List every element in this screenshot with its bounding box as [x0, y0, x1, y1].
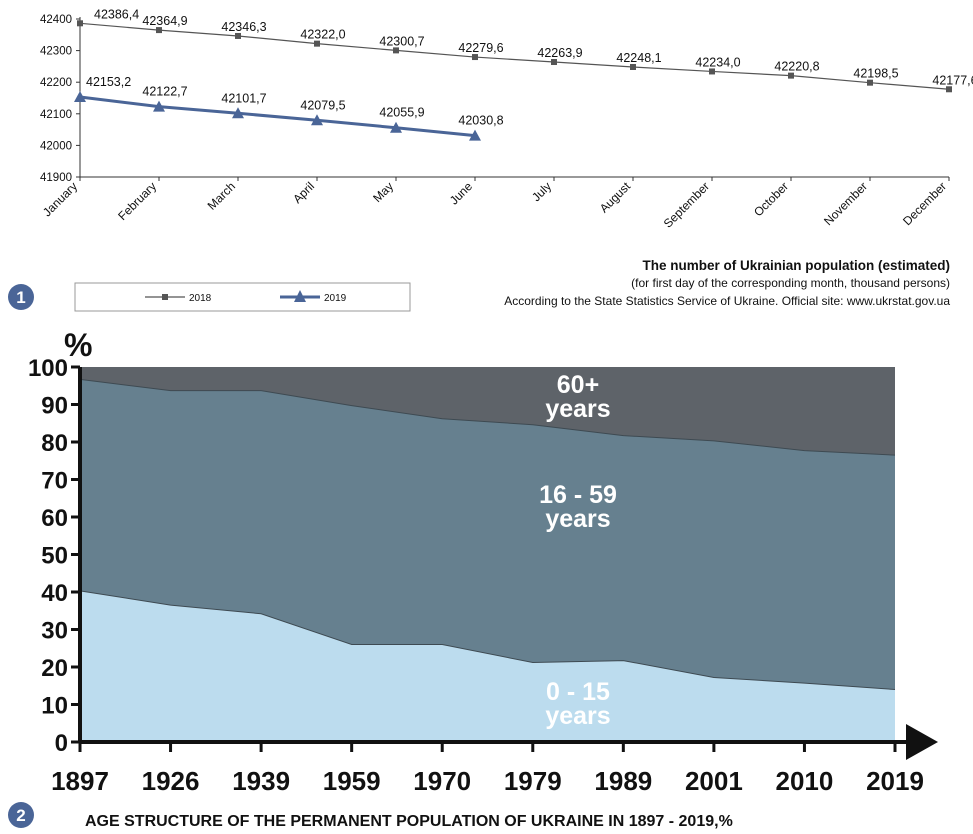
chart2-number-badge: 2 [8, 802, 34, 828]
chart1-subtitle: (for first day of the corresponding mont… [631, 276, 950, 290]
data-label-2018: 42300,7 [379, 34, 424, 48]
point-2018 [788, 72, 794, 79]
data-label-2018: 42386,4 [94, 7, 139, 21]
data-label-2019: 42030,8 [458, 114, 503, 128]
badge-number: 1 [16, 288, 25, 307]
chart1-source: According to the State Statistics Servic… [504, 294, 950, 308]
y-tick-label: 40 [41, 580, 68, 607]
x-tick-label: 1897 [51, 766, 109, 796]
legend-marker-2018 [162, 294, 168, 300]
series-label-1: 0 - 15 [546, 678, 610, 706]
point-2018 [472, 54, 478, 61]
point-2018 [235, 32, 241, 39]
data-label-2018: 42322,0 [300, 28, 345, 42]
point-2018 [77, 20, 83, 27]
y-tick-label: 80 [41, 430, 68, 457]
data-label-2019: 42079,5 [300, 98, 345, 112]
chart1-legend: 2018 2019 [74, 282, 411, 312]
point-2019 [74, 90, 86, 102]
x-tick-label: 2019 [866, 766, 924, 796]
series-line-2019 [79, 95, 476, 138]
data-label-2019: 42122,7 [142, 85, 187, 99]
x-tick-label: 1989 [594, 766, 652, 796]
data-label-2018: 42177,6 [932, 73, 973, 87]
point-2018 [551, 59, 557, 66]
x-tick-label: 1926 [142, 766, 200, 796]
y-tick-label: 50 [41, 543, 68, 570]
point-2018 [314, 40, 320, 47]
area-0-15 [80, 590, 895, 742]
x-tick-label: 2001 [685, 766, 743, 796]
data-label-2018: 42220,8 [774, 60, 819, 74]
y-tick-label: 10 [41, 693, 68, 720]
series-line-2018 [79, 22, 950, 90]
point-2019 [153, 100, 165, 112]
point-2018 [867, 79, 873, 86]
series-label-years-2: years [545, 505, 610, 533]
badge-number: 2 [16, 806, 25, 825]
x-tick-label: 1959 [323, 766, 381, 796]
point-2018 [946, 86, 952, 93]
data-label-2019: 42153,2 [86, 75, 131, 89]
point-2018 [630, 64, 636, 71]
point-2018 [709, 68, 715, 75]
x-tick-label: 2010 [776, 766, 834, 796]
y-tick-label: 42400 [40, 14, 72, 26]
boundary-16-59 [79, 378, 896, 456]
legend-label-2018: 2018 [189, 293, 212, 304]
data-label-2018: 42198,5 [853, 67, 898, 81]
boundary-0-15 [79, 590, 896, 690]
data-label-2018: 42248,1 [616, 51, 661, 65]
x-tick-label: 1979 [504, 766, 562, 796]
y-tick-label: 42200 [40, 77, 72, 89]
y-tick-label: 42300 [40, 46, 72, 58]
data-label-2018: 42346,3 [221, 20, 266, 34]
series-label-years-1: years [545, 702, 610, 730]
y-tick-label: 60 [41, 505, 68, 532]
point-2019 [390, 121, 402, 133]
legend-box [74, 282, 411, 312]
y-tick-label: 90 [41, 393, 68, 420]
badge-circle [8, 284, 34, 310]
y-axis-label: % [64, 327, 92, 363]
data-label-2018: 42234,0 [695, 55, 740, 69]
x-tick-label: 1939 [232, 766, 290, 796]
point-2019 [469, 129, 481, 141]
point-2019 [311, 114, 323, 126]
data-label-2018: 42279,6 [458, 41, 503, 55]
point-2018 [156, 27, 162, 34]
badge-circle [8, 802, 34, 828]
x-tick-label: 1970 [413, 766, 471, 796]
chart1-number-badge: 1 [8, 284, 34, 310]
legend-marker-2019 [294, 290, 306, 302]
data-label-2018: 42364,9 [142, 14, 187, 28]
series-label-3: 60+ [557, 371, 599, 399]
chart2-title: AGE STRUCTURE OF THE PERMANENT POPULATIO… [85, 813, 733, 830]
y-tick-label: 42100 [40, 109, 72, 121]
y-tick-label: 42000 [40, 140, 72, 152]
data-label-2019: 42101,7 [221, 91, 266, 105]
y-tick-label: 100 [28, 355, 68, 382]
point-2019 [232, 107, 244, 119]
y-tick-label: 30 [41, 618, 68, 645]
data-label-2019: 42055,9 [379, 106, 424, 120]
point-2018 [393, 47, 399, 54]
y-tick-label: 70 [41, 468, 68, 495]
y-tick-label: 0 [55, 730, 68, 757]
x-axis-arrow [906, 724, 938, 760]
series-label-2: 16 - 59 [539, 481, 617, 509]
y-tick-label: 20 [41, 655, 68, 682]
series-label-years-3: years [545, 395, 610, 423]
y-tick-label: 41900 [40, 172, 72, 184]
legend-label-2019: 2019 [324, 293, 347, 304]
data-label-2018: 42263,9 [537, 46, 582, 60]
chart1-title: The number of Ukrainian population (esti… [642, 258, 950, 273]
